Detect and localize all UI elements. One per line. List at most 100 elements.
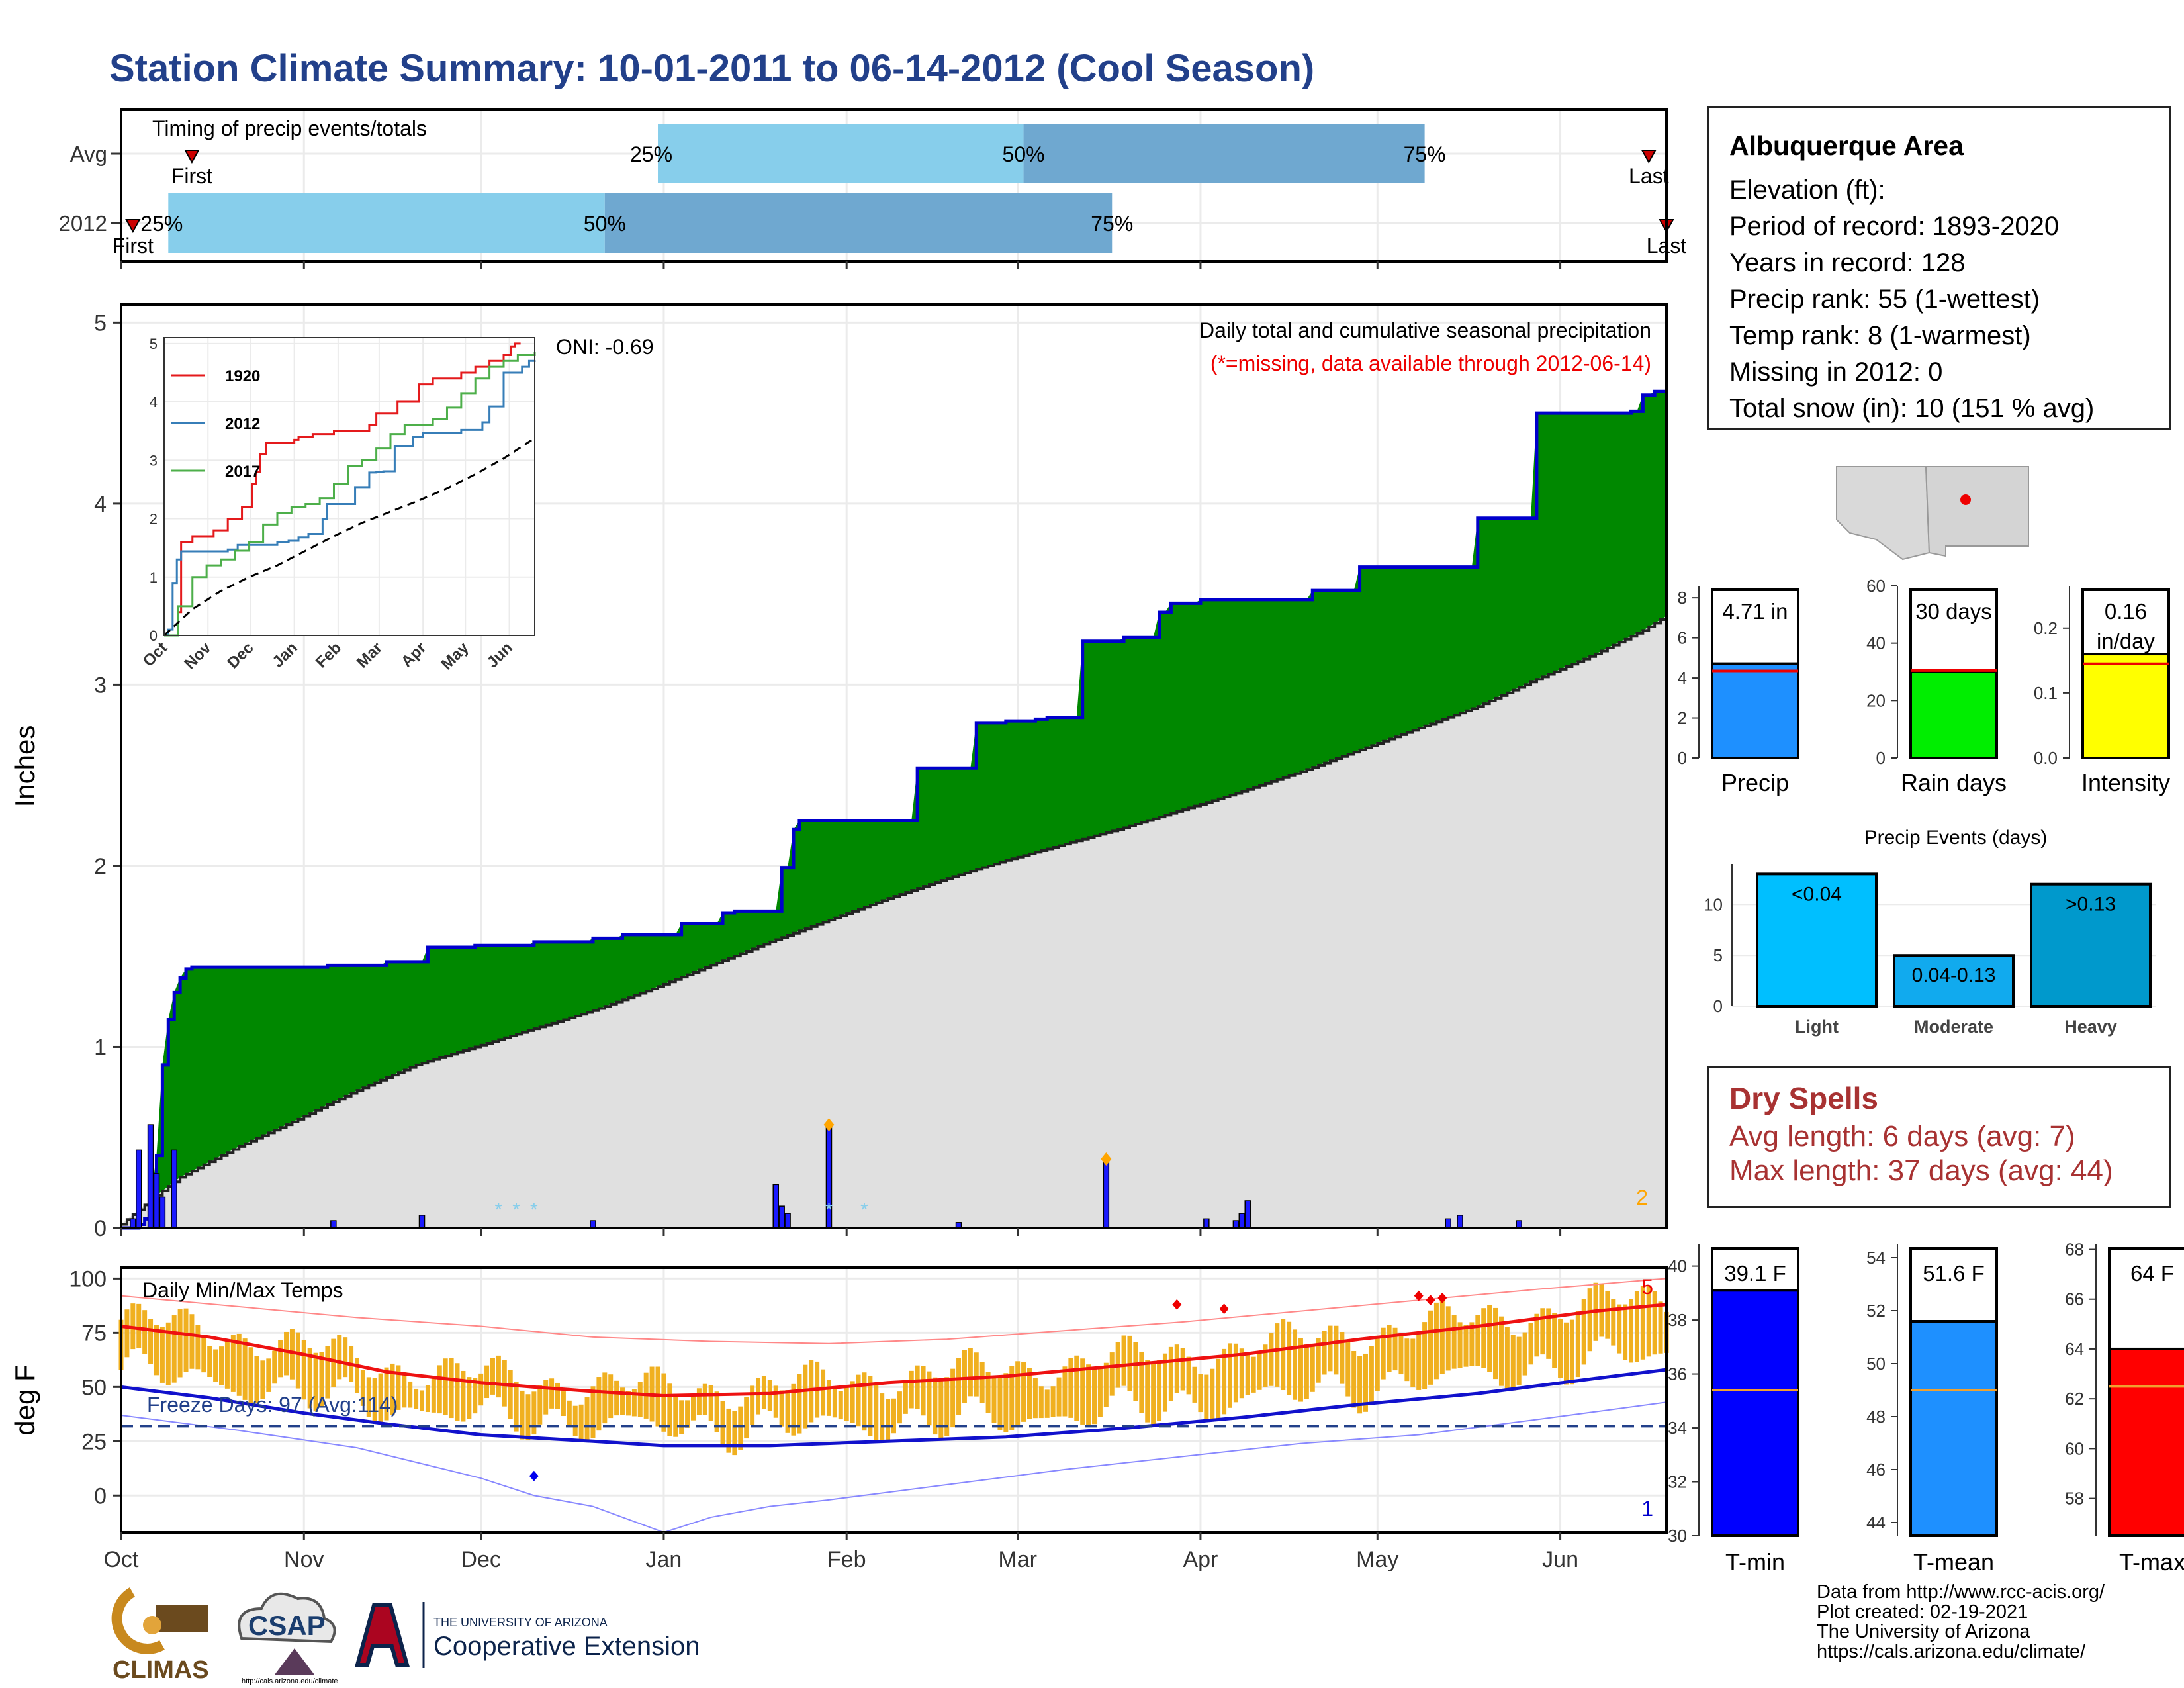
daily-temp-bar — [230, 1335, 236, 1392]
daily-temp-bar — [927, 1371, 932, 1426]
daily-temp-bar — [667, 1383, 672, 1436]
daily-temp-bar — [1457, 1322, 1463, 1368]
daily-temp-bar — [414, 1388, 419, 1409]
temp-bar-y-tick-label: 50 — [1866, 1354, 1886, 1374]
daily-temp-bar — [620, 1387, 625, 1415]
daily-temp-bar — [1092, 1369, 1097, 1425]
daily-temp-bar — [1569, 1319, 1574, 1385]
daily-temp-bar — [791, 1383, 796, 1436]
inset-y-tick-label: 5 — [150, 336, 158, 352]
daily-temp-bar — [1646, 1285, 1651, 1357]
daily-temp-bar — [779, 1390, 784, 1427]
events-bar-light — [1756, 872, 1878, 1008]
daily-temp-bar — [1563, 1322, 1569, 1385]
daily-temp-bar — [420, 1390, 425, 1411]
temp-bar-y-tick-label: 44 — [1866, 1513, 1886, 1532]
rain-days-value-bar — [1909, 671, 1998, 759]
daily-temp-bar — [1546, 1308, 1551, 1359]
daily-temp-bar — [1575, 1311, 1580, 1378]
daily-temp-bar — [1540, 1308, 1545, 1355]
events-y-tick-label: 5 — [1713, 945, 1723, 965]
timing-row-label: 2012 — [59, 211, 107, 236]
avg-max-line — [120, 1303, 1667, 1397]
events-bar-label: 0.04-0.13 — [1912, 964, 1996, 986]
temp-bar-frame — [1909, 1247, 1998, 1537]
daily-temp-bar — [1652, 1291, 1657, 1355]
precip-y-axis-label: Inches — [9, 726, 40, 808]
timing-title: Timing of precip events/totals — [152, 117, 427, 140]
daily-temp-bar — [1534, 1313, 1539, 1357]
daily-temp-bar — [1293, 1329, 1298, 1400]
oni-label: ONI: -0.69 — [556, 335, 654, 359]
daily-temp-bar — [832, 1387, 837, 1418]
precip-caption: Daily total and cumulative seasonal prec… — [1199, 318, 1651, 342]
daily-temp-bar — [531, 1391, 537, 1435]
daily-temp-bar — [974, 1352, 979, 1397]
daily-temp-bar — [1451, 1315, 1457, 1369]
daily-temp-bar — [868, 1376, 873, 1436]
daily-temp-bar — [343, 1337, 348, 1378]
daily-temp-bar — [708, 1385, 713, 1421]
timing-bar-25-50 — [658, 124, 1024, 183]
daily-temp-bar — [1617, 1304, 1622, 1354]
rain-days-y-tick-label: 20 — [1866, 690, 1886, 710]
daily-temp-bar — [1086, 1364, 1091, 1427]
avg-min-line — [120, 1368, 1667, 1448]
daily-temp-bar — [1552, 1313, 1557, 1368]
daily-temp-bar — [1204, 1374, 1209, 1419]
daily-temp-bar — [1463, 1325, 1469, 1367]
record-high-marker — [1172, 1299, 1182, 1310]
daily-temp-bar — [1334, 1325, 1339, 1375]
record-high-marker — [1426, 1295, 1435, 1306]
daily-temp-bar — [443, 1358, 448, 1415]
temp-bar-value-t-max — [2108, 1347, 2184, 1537]
daily-temp-bar — [1611, 1299, 1616, 1346]
daily-temp-bar — [1510, 1335, 1516, 1391]
first-event-marker — [184, 150, 200, 164]
daily-temp-bar — [1227, 1343, 1232, 1408]
climas-logo-text: CLIMAS — [113, 1656, 209, 1684]
precip-y-tick-label: 0 — [94, 1216, 107, 1241]
daily-temp-bar — [1026, 1368, 1032, 1419]
temp-bar-value-label: 51.6 F — [1923, 1261, 1985, 1286]
daily-temp-bar — [1439, 1301, 1445, 1374]
daily-temp-bar — [496, 1355, 501, 1398]
snow-asterisk: * — [495, 1199, 503, 1221]
daily-temp-bar — [213, 1349, 218, 1382]
daily-temp-bar — [1304, 1344, 1309, 1399]
month-tick-label: Feb — [827, 1547, 866, 1572]
daily-temp-bar — [313, 1352, 318, 1412]
daily-temp-bar — [1298, 1338, 1303, 1402]
month-tick-label: Jan — [646, 1547, 682, 1572]
daily-precip-bar — [130, 1218, 136, 1229]
daily-temp-bar — [797, 1374, 802, 1434]
daily-temp-bar — [1623, 1304, 1628, 1360]
daily-temp-bar — [803, 1364, 808, 1429]
record-min-line — [120, 1401, 1667, 1534]
daily-temp-bar — [449, 1358, 454, 1419]
temp-bar-value-t-mean — [1909, 1320, 1998, 1537]
station-info-box: Albuquerque Area Elevation (ft): Period … — [1707, 106, 2171, 430]
daily-temp-bar — [915, 1365, 920, 1409]
daily-temp-bar — [856, 1374, 861, 1427]
daily-temp-bar — [1328, 1325, 1333, 1372]
daily-temp-bar — [1186, 1356, 1191, 1395]
station-name: Albuquerque Area — [1729, 130, 1964, 161]
daily-temp-bar — [455, 1363, 460, 1421]
daily-temp-bar — [555, 1382, 561, 1409]
dry-spells-avg: Avg length: 6 days (avg: 7) — [1729, 1120, 2075, 1152]
climas-logo: CLIMAS — [111, 1587, 209, 1684]
temp-bar-y-tick-label: 68 — [2065, 1240, 2084, 1260]
temp-bar-y-tick-label: 52 — [1866, 1301, 1886, 1321]
daily-temp-bar — [1103, 1362, 1109, 1407]
temp-bar-frame — [1711, 1247, 1799, 1537]
daily-temp-bar — [1487, 1305, 1492, 1372]
inset-series-2012 — [164, 359, 536, 637]
precip-total-value-label: 4.71 in — [1722, 599, 1788, 624]
daily-precip-bar — [153, 1173, 160, 1229]
daily-temp-bar — [1387, 1325, 1392, 1372]
daily-temp-bar — [608, 1374, 614, 1419]
temp-bar-value-label: 64 F — [2130, 1261, 2174, 1286]
locator-map-bg — [1837, 460, 2028, 566]
